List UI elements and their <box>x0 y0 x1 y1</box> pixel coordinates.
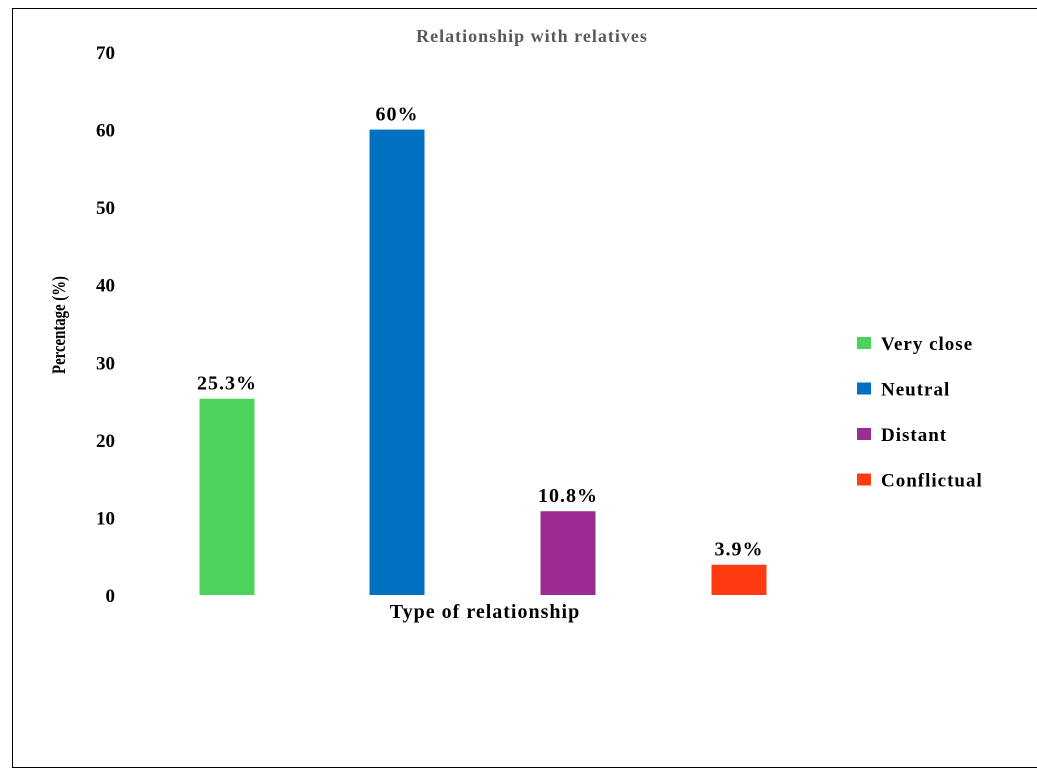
data-label-neutral: 60% <box>376 104 419 126</box>
legend-swatch-very-close <box>857 337 871 349</box>
data-label-conflictual: 3.9% <box>715 539 764 561</box>
y-tick-label-0: 0 <box>106 586 116 607</box>
data-labels: 25.3% 60% 10.8% 3.9% <box>197 104 764 561</box>
x-axis-title: Type of relationship <box>390 601 580 623</box>
y-axis-title: Percentage (%) <box>48 276 69 374</box>
y-tick-label-40: 40 <box>96 276 115 297</box>
legend-swatch-neutral <box>857 382 871 395</box>
y-axis-ticks: 0 10 20 30 40 50 60 70 <box>96 43 115 607</box>
legend-swatch-conflictual <box>857 473 871 486</box>
data-label-very-close: 25.3% <box>197 373 257 395</box>
chart-title: Relationship with relatives <box>416 26 648 46</box>
bar-very-close <box>199 398 255 595</box>
legend-label-neutral: Neutral <box>881 380 950 401</box>
legend-label-very-close: Very close <box>881 334 973 355</box>
y-tick-label-30: 30 <box>96 353 115 374</box>
y-tick-label-10: 10 <box>96 508 115 529</box>
y-tick-label-70: 70 <box>96 43 115 64</box>
bar-neutral <box>369 129 425 596</box>
legend: Very close Neutral Distant Conflictual <box>857 334 983 492</box>
legend-swatch-distant <box>857 428 871 440</box>
legend-label-distant: Distant <box>881 425 947 446</box>
legend-label-conflictual: Conflictual <box>881 471 983 492</box>
data-label-distant: 10.8% <box>538 485 598 507</box>
y-tick-label-60: 60 <box>96 121 115 142</box>
bar-chart: Relationship with relatives 0 10 20 30 40 50 6… <box>48 26 983 623</box>
bar-conflictual <box>711 564 767 595</box>
bars <box>199 129 767 596</box>
y-tick-label-50: 50 <box>96 198 115 219</box>
y-tick-label-20: 20 <box>96 431 115 452</box>
bar-distant <box>540 511 596 595</box>
